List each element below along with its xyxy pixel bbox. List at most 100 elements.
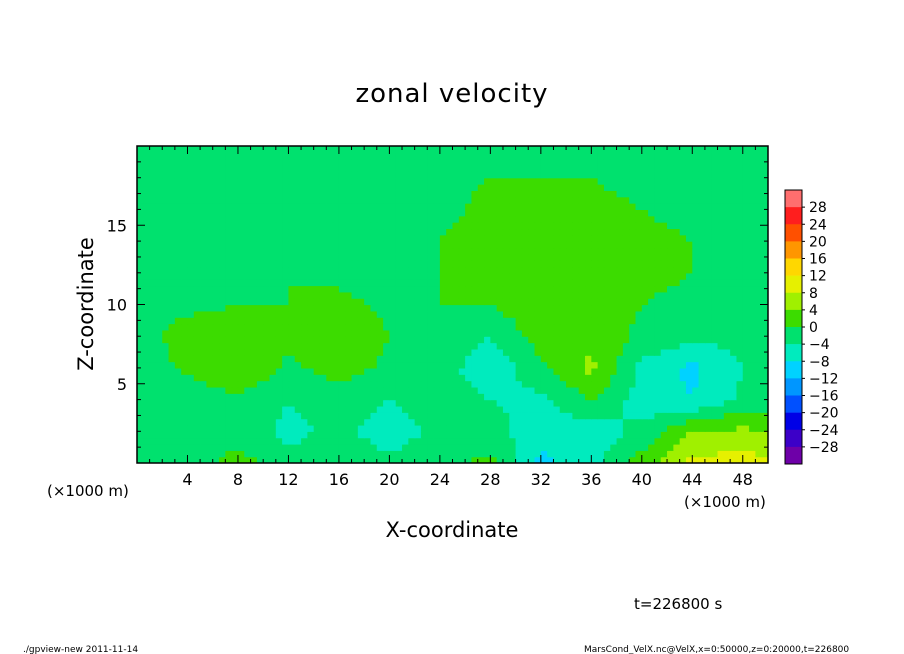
- heatmap-cell: [345, 323, 353, 331]
- heatmap-cell: [458, 272, 466, 280]
- heatmap-cell: [439, 253, 447, 261]
- heatmap-cell: [313, 184, 321, 191]
- heatmap-cell: [313, 386, 321, 394]
- heatmap-cell: [370, 203, 378, 210]
- heatmap-cell: [654, 431, 662, 439]
- heatmap-cell: [553, 399, 561, 407]
- heatmap-cell: [578, 380, 586, 388]
- heatmap-cell: [319, 310, 327, 318]
- heatmap-cell: [667, 456, 674, 463]
- heatmap-cell: [477, 456, 485, 463]
- heatmap-cell: [521, 317, 529, 325]
- heatmap-cell: [679, 310, 687, 318]
- heatmap-cell: [319, 437, 327, 445]
- heatmap-cell: [635, 215, 643, 223]
- heatmap-cell: [521, 241, 529, 249]
- heatmap-cell: [446, 386, 454, 394]
- heatmap-cell: [219, 177, 226, 185]
- heatmap-cell: [446, 329, 454, 337]
- heatmap-cell: [402, 304, 409, 312]
- heatmap-cell: [383, 431, 390, 439]
- heatmap-cell: [439, 367, 447, 375]
- heatmap-cell: [534, 323, 542, 331]
- heatmap-cell: [540, 443, 548, 451]
- heatmap-cell: [313, 367, 321, 375]
- heatmap-cell: [730, 260, 738, 268]
- heatmap-cell: [502, 412, 510, 420]
- heatmap-cell: [263, 418, 271, 426]
- heatmap-cell: [452, 152, 460, 160]
- heatmap-cell: [761, 437, 768, 445]
- heatmap-cell: [269, 386, 277, 394]
- heatmap-cell: [143, 241, 151, 249]
- heatmap-cell: [446, 374, 454, 382]
- heatmap-cell: [477, 152, 485, 160]
- heatmap-cell: [244, 456, 252, 463]
- heatmap-cell: [225, 190, 233, 198]
- heatmap-cell: [364, 443, 372, 451]
- heatmap-cell: [231, 190, 239, 198]
- heatmap-cell: [402, 450, 409, 458]
- heatmap-cell: [528, 196, 536, 204]
- heatmap-cell: [704, 215, 712, 223]
- heatmap-cell: [395, 361, 403, 369]
- heatmap-cell: [521, 323, 529, 331]
- heatmap-cell: [730, 443, 738, 451]
- heatmap-cell: [629, 222, 637, 230]
- heatmap-cell: [603, 443, 611, 451]
- heatmap-cell: [521, 386, 529, 394]
- heatmap-cell: [433, 310, 441, 318]
- heatmap-cell: [414, 393, 422, 401]
- heatmap-cell: [509, 437, 517, 445]
- heatmap-cell: [635, 298, 643, 306]
- heatmap-cell: [402, 367, 409, 375]
- heatmap-cell: [174, 234, 182, 242]
- heatmap-cell: [490, 298, 498, 306]
- heatmap-cell: [698, 450, 706, 458]
- heatmap-cell: [717, 279, 725, 287]
- heatmap-cell: [376, 418, 384, 426]
- heatmap-cell: [269, 342, 277, 350]
- heatmap-cell: [761, 184, 768, 191]
- heatmap-cell: [294, 196, 302, 204]
- heatmap-cell: [231, 348, 239, 356]
- heatmap-cell: [408, 253, 416, 261]
- heatmap-cell: [717, 437, 725, 445]
- heatmap-cell: [263, 196, 271, 204]
- heatmap-cell: [225, 304, 233, 312]
- heatmap-cell: [231, 285, 239, 293]
- heatmap-cell: [610, 279, 618, 287]
- heatmap-cell: [256, 431, 264, 439]
- heatmap-cell: [484, 279, 491, 287]
- heatmap-cell: [723, 443, 731, 451]
- heatmap-cell: [313, 304, 321, 312]
- heatmap-cell: [641, 348, 649, 356]
- heatmap-cell: [742, 374, 750, 382]
- heatmap-cell: [749, 184, 756, 191]
- heatmap-cell: [402, 190, 409, 198]
- heatmap-cell: [137, 260, 144, 268]
- heatmap-cell: [736, 241, 744, 249]
- heatmap-cell: [528, 361, 536, 369]
- heatmap-cell: [408, 374, 416, 382]
- heatmap-cell: [660, 431, 668, 439]
- heatmap-cell: [383, 310, 390, 318]
- heatmap-cell: [275, 456, 283, 463]
- heatmap-cell: [155, 361, 163, 369]
- heatmap-cell: [200, 234, 208, 242]
- heatmap-cell: [471, 165, 479, 172]
- heatmap-cell: [395, 348, 403, 356]
- heatmap-cell: [427, 367, 435, 375]
- heatmap-cell: [648, 399, 656, 407]
- heatmap-cell: [521, 412, 529, 420]
- heatmap-cell: [540, 380, 548, 388]
- heatmap-cell: [212, 291, 220, 299]
- heatmap-cell: [692, 367, 700, 375]
- heatmap-cell: [155, 234, 163, 242]
- heatmap-cell: [458, 367, 466, 375]
- heatmap-cell: [269, 209, 277, 217]
- heatmap-cell: [420, 412, 428, 420]
- heatmap-cell: [667, 431, 674, 439]
- heatmap-cell: [149, 209, 157, 217]
- heatmap-cell: [137, 196, 144, 204]
